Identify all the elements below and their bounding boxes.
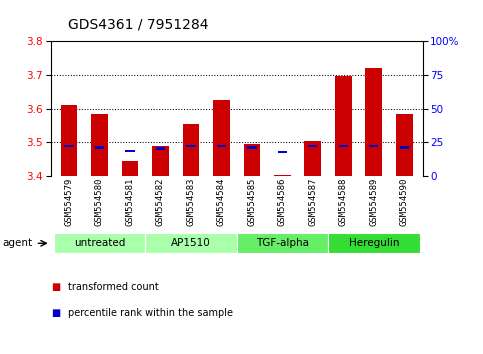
Bar bbox=[400, 146, 409, 149]
Text: untreated: untreated bbox=[74, 238, 125, 248]
Bar bbox=[243, 144, 260, 176]
Bar bbox=[183, 124, 199, 176]
Text: GSM554579: GSM554579 bbox=[65, 178, 73, 227]
Bar bbox=[217, 145, 226, 147]
Text: GSM554587: GSM554587 bbox=[308, 178, 317, 227]
Bar bbox=[308, 145, 317, 147]
Text: transformed count: transformed count bbox=[68, 282, 158, 292]
Text: Heregulin: Heregulin bbox=[349, 238, 399, 248]
Bar bbox=[237, 234, 328, 253]
Bar bbox=[396, 114, 412, 176]
Bar bbox=[274, 175, 291, 176]
Text: agent: agent bbox=[2, 238, 32, 248]
Text: GSM554586: GSM554586 bbox=[278, 178, 287, 227]
Bar bbox=[304, 141, 321, 176]
Bar bbox=[335, 76, 352, 176]
Bar bbox=[91, 114, 108, 176]
Bar bbox=[61, 105, 77, 176]
Bar bbox=[186, 145, 196, 147]
Bar bbox=[152, 146, 169, 176]
Bar bbox=[328, 234, 420, 253]
Bar bbox=[213, 100, 230, 176]
Bar bbox=[339, 145, 348, 147]
Bar bbox=[369, 145, 379, 147]
Text: GSM554584: GSM554584 bbox=[217, 178, 226, 227]
Text: GSM554589: GSM554589 bbox=[369, 178, 378, 227]
Bar bbox=[247, 146, 256, 149]
Text: TGF-alpha: TGF-alpha bbox=[256, 238, 309, 248]
Text: GSM554581: GSM554581 bbox=[126, 178, 134, 227]
Bar bbox=[366, 68, 382, 176]
Text: GDS4361 / 7951284: GDS4361 / 7951284 bbox=[68, 18, 208, 32]
Text: AP1510: AP1510 bbox=[171, 238, 211, 248]
Bar bbox=[145, 234, 237, 253]
Text: GSM554588: GSM554588 bbox=[339, 178, 348, 227]
Text: GSM554585: GSM554585 bbox=[247, 178, 256, 227]
Bar bbox=[156, 147, 165, 150]
Bar bbox=[278, 151, 287, 153]
Bar bbox=[54, 234, 145, 253]
Text: GSM554582: GSM554582 bbox=[156, 178, 165, 227]
Bar bbox=[122, 161, 138, 176]
Bar bbox=[64, 145, 73, 147]
Text: ■: ■ bbox=[51, 308, 60, 318]
Bar bbox=[95, 146, 104, 149]
Text: GSM554583: GSM554583 bbox=[186, 178, 196, 227]
Text: ■: ■ bbox=[51, 282, 60, 292]
Text: GSM554590: GSM554590 bbox=[400, 178, 409, 227]
Bar bbox=[126, 150, 135, 152]
Text: GSM554580: GSM554580 bbox=[95, 178, 104, 227]
Text: percentile rank within the sample: percentile rank within the sample bbox=[68, 308, 233, 318]
